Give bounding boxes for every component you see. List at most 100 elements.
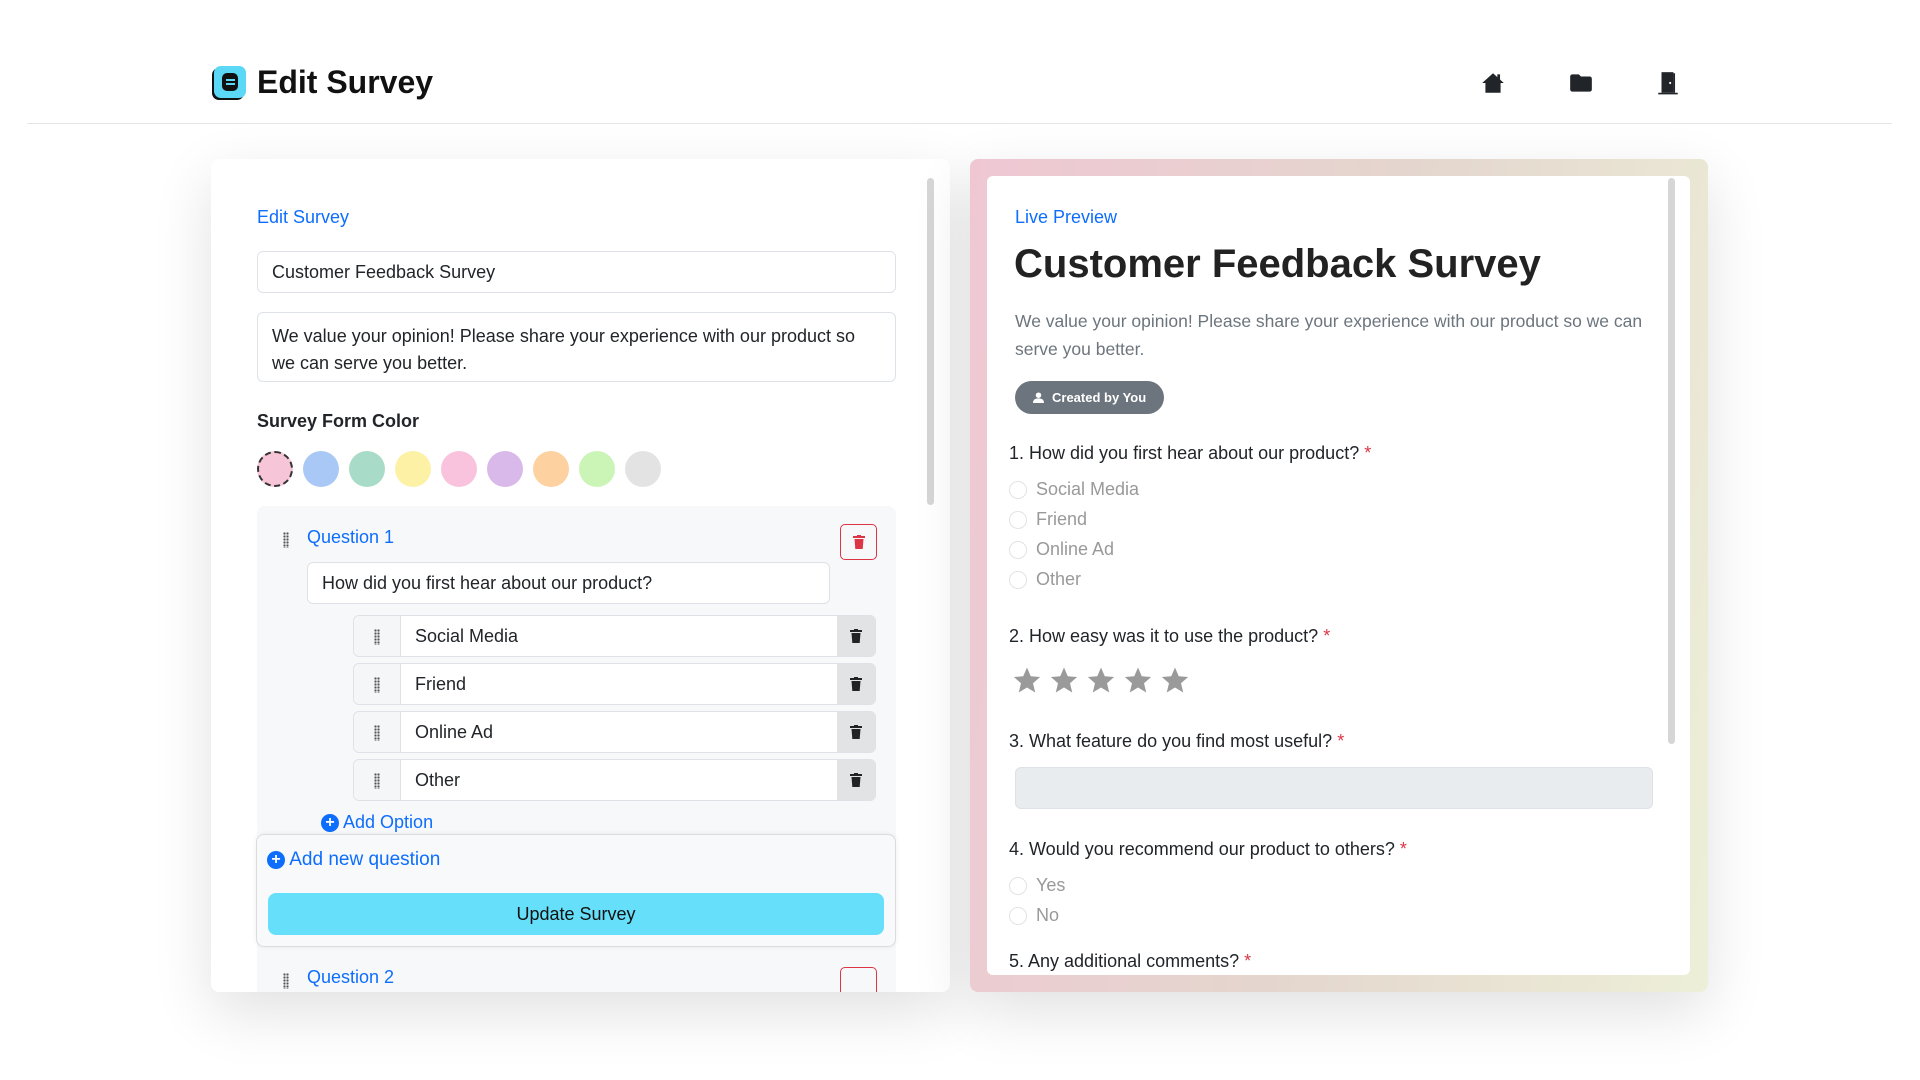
option-drag-handle[interactable] xyxy=(354,616,401,656)
folder-icon[interactable] xyxy=(1568,70,1594,96)
radio-option[interactable]: Friend xyxy=(1009,509,1087,530)
preview-question-4: 4. Would you recommend our product to ot… xyxy=(1009,839,1407,860)
delete-option-button[interactable] xyxy=(837,664,875,704)
radio-circle[interactable] xyxy=(1009,570,1027,589)
radio-option[interactable]: Other xyxy=(1009,569,1081,590)
question-label-2: Question 2 xyxy=(307,967,395,987)
radio-label: No xyxy=(1036,905,1060,925)
sticky-footer: + Add new question Update Survey xyxy=(256,834,896,947)
radio-option[interactable]: Yes xyxy=(1009,875,1065,896)
trash-icon xyxy=(850,629,862,643)
question-card-2: Question 2 xyxy=(257,959,896,992)
delete-option-button[interactable] xyxy=(837,616,875,656)
preview-card: Live Preview Customer Feedback Survey We… xyxy=(987,176,1690,975)
radio-label: Social Media xyxy=(1036,479,1140,499)
radio-label: Other xyxy=(1036,569,1082,589)
question-card: Question 1 How did you first hear about … xyxy=(257,506,896,992)
star-icon[interactable] xyxy=(1012,665,1042,695)
edit-section-label: Edit Survey xyxy=(257,207,350,227)
option-drag-handle[interactable] xyxy=(354,712,401,752)
delete-question-button[interactable] xyxy=(840,524,877,560)
trash-icon xyxy=(850,725,862,739)
survey-title-input[interactable]: Customer Feedback Survey xyxy=(257,251,896,293)
drag-handle-icon xyxy=(374,725,380,741)
preview-description: We value your opinion! Please share your… xyxy=(1015,311,1643,359)
required-mark: * xyxy=(1244,951,1252,971)
color-swatch[interactable] xyxy=(625,451,661,487)
preview-scrollbar[interactable] xyxy=(1668,178,1675,744)
radio-option[interactable]: Social Media xyxy=(1009,479,1139,500)
drag-handle-icon[interactable] xyxy=(283,532,289,548)
add-option-button[interactable]: + Add Option xyxy=(321,812,433,833)
radio-circle[interactable] xyxy=(1009,906,1027,925)
preview-question-3: 3. What feature do you find most useful?… xyxy=(1009,731,1344,752)
radio-label: Friend xyxy=(1036,509,1088,529)
question-text: 4. Would you recommend our product to ot… xyxy=(1009,839,1395,859)
option-row: Other xyxy=(353,759,876,801)
question-text: 1. How did you first hear about our prod… xyxy=(1009,443,1360,463)
drag-handle-icon[interactable] xyxy=(283,973,289,989)
drag-handle-icon xyxy=(374,773,380,789)
delete-question-button[interactable] xyxy=(840,967,877,992)
required-mark: * xyxy=(1399,839,1407,859)
survey-description-input[interactable]: We value your opinion! Please share your… xyxy=(257,312,896,382)
plus-icon: + xyxy=(267,850,285,869)
feature-answer-input[interactable] xyxy=(1015,767,1653,809)
option-input[interactable]: Other xyxy=(415,769,461,790)
star-icon[interactable] xyxy=(1160,665,1190,695)
option-input[interactable]: Friend xyxy=(415,673,467,694)
color-swatch[interactable] xyxy=(395,451,431,487)
badge-label: Created by You xyxy=(1052,390,1147,405)
delete-option-button[interactable] xyxy=(837,712,875,752)
add-question-label: Add new question xyxy=(289,849,441,870)
radio-circle[interactable] xyxy=(1009,540,1027,559)
drag-handle-icon xyxy=(374,629,380,645)
required-mark: * xyxy=(1337,731,1345,751)
radio-circle[interactable] xyxy=(1009,510,1027,529)
trash-icon xyxy=(850,677,862,691)
color-swatch[interactable] xyxy=(349,451,385,487)
option-row: Social Media xyxy=(353,615,876,657)
preview-question-2: 2. How easy was it to use the product? * xyxy=(1009,626,1330,647)
option-input[interactable]: Social Media xyxy=(415,625,519,646)
color-swatch[interactable] xyxy=(257,451,293,487)
question-text: 5. Any additional comments? xyxy=(1009,951,1240,971)
radio-circle[interactable] xyxy=(1009,876,1027,895)
delete-option-button[interactable] xyxy=(837,760,875,800)
update-survey-button[interactable]: Update Survey xyxy=(268,893,884,935)
color-swatch[interactable] xyxy=(579,451,615,487)
radio-option[interactable]: No xyxy=(1009,905,1059,926)
app-logo xyxy=(214,66,246,98)
home-icon[interactable] xyxy=(1480,70,1506,96)
color-swatch[interactable] xyxy=(487,451,523,487)
color-swatch[interactable] xyxy=(303,451,339,487)
page-title: Edit Survey xyxy=(257,64,434,100)
option-drag-handle[interactable] xyxy=(354,760,401,800)
trash-icon xyxy=(850,773,862,787)
color-swatch[interactable] xyxy=(533,451,569,487)
preview-title: Customer Feedback Survey xyxy=(1014,242,1541,286)
question-text-input[interactable]: How did you first hear about our product… xyxy=(307,562,830,604)
star-icon[interactable] xyxy=(1049,665,1079,695)
top-header xyxy=(27,0,1892,124)
add-question-button[interactable]: + Add new question xyxy=(267,849,440,871)
radio-option[interactable]: Online Ad xyxy=(1009,539,1114,560)
radio-circle[interactable] xyxy=(1009,480,1027,499)
radio-label: Online Ad xyxy=(1036,539,1115,559)
option-input[interactable]: Online Ad xyxy=(415,721,494,742)
question-label: Question 1 xyxy=(307,527,395,547)
star-icon[interactable] xyxy=(1123,665,1153,695)
color-swatch[interactable] xyxy=(441,451,477,487)
door-exit-icon[interactable] xyxy=(1655,70,1681,96)
form-color-label: Survey Form Color xyxy=(257,411,420,431)
scrollbar[interactable] xyxy=(927,178,934,505)
preview-question-1: 1. How did you first hear about our prod… xyxy=(1009,443,1371,464)
radio-label: Yes xyxy=(1036,875,1066,895)
drag-handle-icon xyxy=(374,677,380,693)
option-row: Friend xyxy=(353,663,876,705)
star-icon[interactable] xyxy=(1086,665,1116,695)
add-option-label: Add Option xyxy=(343,812,434,832)
option-drag-handle[interactable] xyxy=(354,664,401,704)
required-mark: * xyxy=(1323,626,1331,646)
required-mark: * xyxy=(1364,443,1372,463)
